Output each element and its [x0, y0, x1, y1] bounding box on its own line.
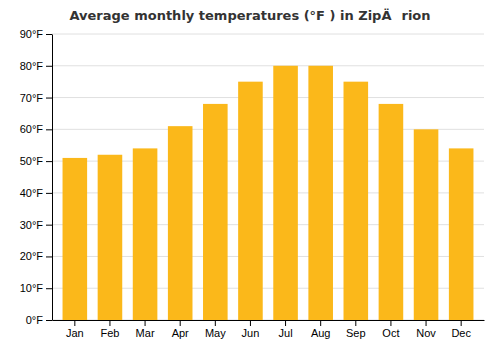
- x-tick-mark: [180, 320, 181, 326]
- x-tick-label: Jul: [279, 327, 293, 339]
- y-tick-label: 80°F: [20, 60, 44, 72]
- y-tick-mark: [46, 256, 52, 257]
- x-tick: Sep: [346, 320, 366, 339]
- x-tick-label: Mar: [136, 327, 155, 339]
- y-tick-mark: [46, 225, 52, 226]
- x-tick-label: Jun: [242, 327, 260, 339]
- y-axis-line: [52, 35, 53, 321]
- x-tick-mark: [145, 320, 146, 326]
- y-tick: 40°F: [20, 187, 52, 199]
- x-tick-label: Aug: [311, 327, 331, 339]
- bar: [133, 148, 158, 320]
- bar: [449, 148, 474, 320]
- bar: [63, 158, 88, 320]
- y-tick-label: 50°F: [20, 155, 44, 167]
- y-tick-mark: [46, 66, 52, 67]
- chart-container: Jan Feb Mar Apr May Jun Jul Aug Sep Oct Nov Dec 0°F 1…: [0, 0, 500, 350]
- x-tick: Feb: [100, 320, 119, 339]
- y-tick-label: 10°F: [20, 282, 44, 294]
- bar: [98, 155, 123, 320]
- bar: [414, 129, 439, 320]
- x-tick-mark: [109, 320, 110, 326]
- x-tick-label: Nov: [416, 327, 436, 339]
- x-tick: Jan: [66, 320, 84, 339]
- x-tick-label: Jan: [66, 327, 84, 339]
- bar: [238, 82, 263, 320]
- x-tick-mark: [74, 320, 75, 326]
- x-tick-mark: [461, 320, 462, 326]
- y-tick-mark: [46, 320, 52, 321]
- y-tick: 70°F: [20, 92, 52, 104]
- y-tick: 60°F: [20, 123, 52, 135]
- y-tick: 50°F: [20, 155, 52, 167]
- y-tick-label: 0°F: [26, 314, 44, 326]
- y-tick-label: 20°F: [20, 250, 44, 262]
- x-tick-mark: [320, 320, 321, 326]
- y-tick: 10°F: [20, 282, 52, 294]
- y-tick-mark: [46, 288, 52, 289]
- x-tick: Oct: [382, 320, 399, 339]
- x-tick-mark: [215, 320, 216, 326]
- x-tick: Dec: [451, 320, 471, 339]
- x-tick: Jun: [242, 320, 260, 339]
- x-axis-line: [53, 320, 485, 321]
- x-tick-label: May: [205, 327, 226, 339]
- y-tick: 20°F: [20, 250, 52, 262]
- y-tick-mark: [46, 129, 52, 130]
- y-tick-label: 70°F: [20, 92, 44, 104]
- bar: [203, 104, 228, 320]
- x-tick-label: Feb: [100, 327, 119, 339]
- y-tick-mark: [46, 98, 52, 99]
- bar: [273, 66, 298, 320]
- grid-line: [52, 65, 484, 66]
- bars: [63, 66, 474, 320]
- bar: [379, 104, 404, 320]
- y-tick-label: 40°F: [20, 187, 44, 199]
- x-tick-label: Oct: [382, 327, 399, 339]
- bar: [308, 66, 333, 320]
- y-tick-label: 60°F: [20, 123, 44, 135]
- x-tick: Aug: [311, 320, 331, 339]
- y-tick: 0°F: [26, 314, 52, 326]
- y-tick-label: 30°F: [20, 219, 44, 231]
- y-tick: 30°F: [20, 219, 52, 231]
- x-tick-mark: [285, 320, 286, 326]
- x-axis: Jan Feb Mar Apr May Jun Jul Aug Sep Oct Nov Dec: [53, 320, 485, 339]
- y-axis: 0°F 10°F 20°F 30°F 40°F 50°F 60°F 70°F 80°F 90°F: [20, 28, 53, 326]
- x-tick: Nov: [416, 320, 436, 339]
- y-tick-mark: [46, 161, 52, 162]
- x-tick-mark: [426, 320, 427, 326]
- x-tick: Apr: [172, 320, 189, 339]
- bar: [168, 126, 193, 320]
- y-tick-mark: [46, 34, 52, 35]
- x-tick-mark: [355, 320, 356, 326]
- x-tick: Mar: [136, 320, 155, 339]
- x-tick: Jul: [279, 320, 293, 339]
- x-tick-mark: [250, 320, 251, 326]
- x-tick-label: Apr: [172, 327, 189, 339]
- y-tick: 80°F: [20, 60, 52, 72]
- bar: [344, 82, 369, 320]
- x-tick: May: [205, 320, 226, 339]
- chart-svg: Jan Feb Mar Apr May Jun Jul Aug Sep Oct Nov Dec 0°F 1…: [0, 0, 500, 350]
- x-tick-label: Sep: [346, 327, 366, 339]
- chart-title: Average monthly temperatures (°F ) in Zi…: [69, 8, 430, 23]
- plot-area: Jan Feb Mar Apr May Jun Jul Aug Sep Oct Nov Dec 0°F 1…: [20, 28, 485, 339]
- grid-line: [52, 34, 484, 35]
- y-tick: 90°F: [20, 28, 52, 40]
- y-tick-mark: [46, 193, 52, 194]
- y-tick-label: 90°F: [20, 28, 44, 40]
- grid-line: [52, 97, 484, 98]
- grid: [52, 34, 484, 320]
- x-tick-mark: [390, 320, 391, 326]
- x-tick-label: Dec: [451, 327, 471, 339]
